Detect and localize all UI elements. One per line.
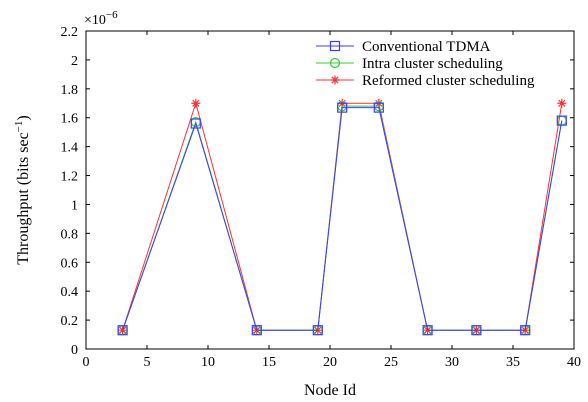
legend-label: Conventional TDMA	[362, 39, 491, 55]
legend-label: Reformed cluster scheduling	[362, 73, 535, 89]
star-marker	[191, 98, 201, 108]
y-tick-label: 0.4	[61, 285, 79, 300]
square-marker	[556, 115, 567, 126]
series-star	[118, 98, 567, 335]
x-tick-label: 15	[262, 355, 276, 370]
square-marker	[251, 325, 262, 336]
series-line	[122, 107, 563, 331]
square-marker	[373, 102, 384, 113]
y-tick-label: 1	[71, 198, 78, 213]
y-axis-label: Throughput (bits sec−1)	[13, 115, 32, 264]
legend-entry: Intra cluster scheduling	[316, 56, 503, 72]
square-marker	[312, 325, 323, 336]
legend-entry: Conventional TDMA	[316, 39, 491, 55]
square-marker	[190, 118, 201, 129]
star-marker	[557, 98, 567, 108]
y-axis-label-main: Throughput (bits sec	[15, 132, 32, 264]
legend-label: Intra cluster scheduling	[362, 56, 503, 72]
y-tick-label: 1.2	[61, 170, 79, 185]
star-marker	[330, 75, 340, 85]
square-marker	[337, 102, 348, 113]
y-tick-label: 2.2	[61, 25, 79, 40]
ticks-layer: 0 5 10 15 20 25 30 35 40 0 0.2 0.4 0.6 0.8 1 1.2 1.4 1.6 1…	[61, 25, 582, 370]
y-tick-label: 0	[71, 343, 78, 358]
x-axis-label: Node Id	[304, 382, 356, 399]
square-marker	[471, 325, 482, 336]
square-marker	[422, 325, 433, 336]
y-tick-label: 2	[71, 54, 78, 69]
square-marker	[117, 325, 128, 336]
series-line	[122, 101, 563, 331]
scale-note: ×10−6	[84, 9, 118, 28]
x-tick-label: 40	[567, 355, 581, 370]
y-tick-label: 0.2	[61, 314, 79, 329]
plot-frame	[85, 30, 575, 350]
x-tick-label: 35	[506, 355, 520, 370]
x-tick-label: 10	[201, 355, 215, 370]
y-axis-label-close: )	[15, 115, 32, 120]
series-line	[122, 105, 563, 331]
labels-layer: ×10−6 Node Id Throughput (bits sec−1)	[13, 9, 356, 399]
x-tick-label: 5	[144, 355, 151, 370]
series-layer	[117, 98, 567, 336]
y-tick-label: 1.6	[61, 112, 79, 127]
scale-note-exp: −6	[106, 9, 118, 21]
y-axis-label-sup: −1	[13, 121, 25, 133]
circle-marker	[329, 57, 341, 69]
y-tick-label: 1.8	[61, 83, 79, 98]
x-tick-label: 0	[83, 355, 90, 370]
y-tick-label: 0.6	[61, 256, 79, 271]
square-marker	[329, 40, 341, 52]
y-tick-label: 1.4	[61, 141, 79, 156]
scale-note-base: ×10	[84, 13, 106, 28]
x-tick-label: 20	[323, 355, 337, 370]
y-tick-label: 0.8	[61, 227, 79, 242]
square-marker	[520, 325, 531, 336]
x-tick-label: 30	[445, 355, 459, 370]
x-tick-label: 25	[384, 355, 398, 370]
legend-entry: Reformed cluster scheduling	[316, 73, 535, 89]
series-square	[117, 102, 567, 336]
